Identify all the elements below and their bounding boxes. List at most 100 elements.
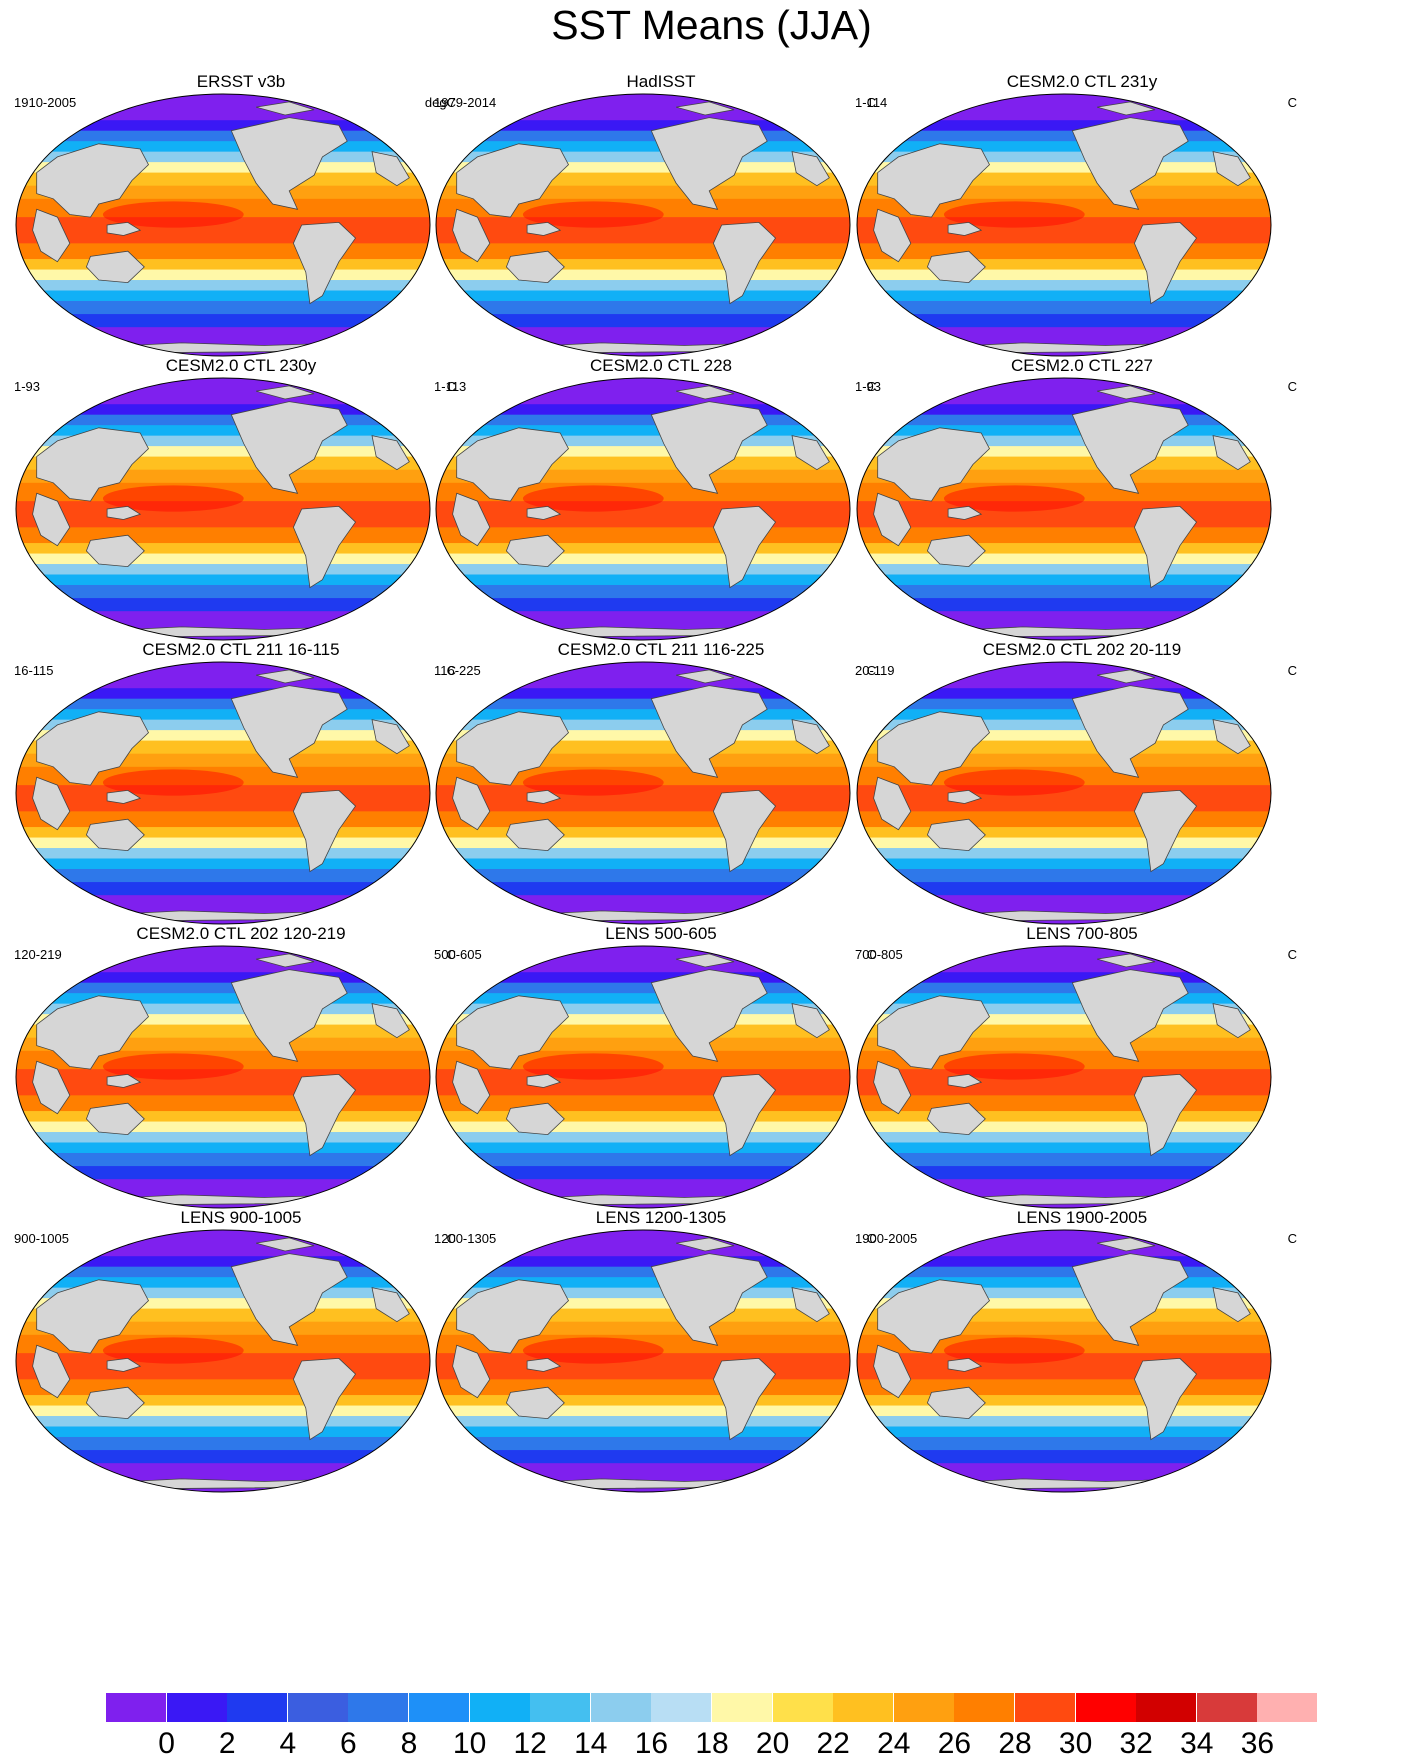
sst-band xyxy=(436,946,850,973)
map-panel: CESM2.0 CTL 211 116-225 116-225 C xyxy=(426,640,896,940)
sst-band xyxy=(16,482,430,502)
land-mass xyxy=(650,401,768,494)
sst-band xyxy=(436,827,850,839)
sst-band xyxy=(857,1277,1271,1289)
sst-band xyxy=(857,435,1271,447)
sst-band xyxy=(857,1050,1271,1070)
map-outline xyxy=(15,93,431,357)
colorbar-tick-label: 14 xyxy=(574,1727,608,1760)
sst-map xyxy=(435,93,851,357)
sst-band xyxy=(16,698,430,710)
colorbar-tick-label: 6 xyxy=(340,1727,357,1760)
sst-band xyxy=(436,404,850,416)
map-clip-group xyxy=(16,378,430,640)
sst-band xyxy=(16,1450,430,1464)
sst-band xyxy=(857,982,1271,994)
sst-band xyxy=(16,972,430,984)
sst-band xyxy=(16,1014,430,1026)
warm-pool xyxy=(522,1337,664,1364)
sst-band xyxy=(16,553,430,565)
sst-band xyxy=(857,1405,1271,1417)
map-outline xyxy=(15,945,431,1209)
sst-band xyxy=(436,243,850,260)
sst-band xyxy=(857,1152,1271,1167)
sst-band xyxy=(436,1014,850,1026)
panel-title: LENS 900-1005 xyxy=(180,1208,302,1227)
sst-band xyxy=(436,217,850,244)
sst-band xyxy=(436,527,850,544)
land-mass xyxy=(292,1357,357,1441)
sst-band xyxy=(857,688,1271,700)
land-mass xyxy=(791,1003,830,1039)
colorbar-box xyxy=(772,1693,834,1722)
sst-band xyxy=(857,848,1271,860)
land-mass xyxy=(918,1478,1210,1490)
land-mass xyxy=(675,1237,735,1252)
sst-band xyxy=(16,314,430,328)
sst-band xyxy=(857,1450,1271,1464)
land-mass xyxy=(873,1344,912,1399)
land-mass xyxy=(1071,117,1189,210)
land-mass xyxy=(1096,1237,1156,1252)
sst-band xyxy=(436,1095,850,1112)
panel-title: LENS 1200-1305 xyxy=(595,1208,727,1227)
land-mass xyxy=(791,1287,830,1323)
sst-band xyxy=(16,300,430,315)
sst-band xyxy=(16,868,430,883)
panel-years: 1200-1305 xyxy=(434,1231,497,1246)
land-mass xyxy=(873,1060,912,1115)
sst-band xyxy=(857,574,1271,586)
land-mass xyxy=(497,1478,789,1490)
sst-band xyxy=(16,858,430,870)
map-panel: LENS 500-605 500-605 C xyxy=(426,924,896,1224)
land-mass xyxy=(452,1344,491,1399)
map-outline xyxy=(15,1229,431,1493)
sst-band xyxy=(16,598,430,612)
sst-band xyxy=(436,1152,850,1167)
sst-band xyxy=(436,300,850,315)
colorbar-tick-label: 8 xyxy=(400,1727,418,1760)
land-mass xyxy=(675,669,735,684)
sst-band xyxy=(16,1416,430,1428)
sst-band xyxy=(436,1132,850,1144)
land-mass xyxy=(371,1003,410,1039)
land-mass xyxy=(32,208,71,263)
sst-band xyxy=(857,1353,1271,1380)
sst-band xyxy=(857,94,1271,121)
sst-band xyxy=(16,435,430,447)
land-mass xyxy=(505,818,565,852)
sst-band xyxy=(16,993,430,1005)
sst-band xyxy=(16,1379,430,1396)
sst-band xyxy=(857,243,1271,260)
sst-band xyxy=(857,141,1271,153)
sst-band xyxy=(436,662,850,689)
land-mass xyxy=(947,789,983,804)
sst-band xyxy=(857,785,1271,812)
panel-units: C xyxy=(866,95,876,110)
sst-band xyxy=(436,837,850,849)
sst-band xyxy=(16,446,430,458)
panel-title: HadISST xyxy=(626,72,696,91)
map-outline xyxy=(856,661,1272,925)
warm-pool xyxy=(943,769,1085,796)
land-mass xyxy=(85,1102,145,1136)
panel-title: CESM2.0 CTL 231y xyxy=(1006,72,1158,91)
land-mass xyxy=(77,1194,369,1206)
sst-band xyxy=(436,1287,850,1299)
panel-years: 16-115 xyxy=(14,663,54,678)
colorbar-box xyxy=(1257,1693,1319,1722)
warm-pool xyxy=(522,201,664,228)
land-mass xyxy=(255,953,315,968)
sst-map xyxy=(856,377,1272,641)
sst-band xyxy=(16,574,430,586)
colorbar-tick-label: 2 xyxy=(218,1727,236,1760)
panel-units: C xyxy=(866,947,876,962)
sst-band xyxy=(857,882,1271,896)
land-mass xyxy=(255,669,315,684)
colorbar-box xyxy=(833,1693,895,1722)
panel-title: CESM2.0 CTL 202 20-119 xyxy=(982,640,1182,659)
sst-band xyxy=(857,1256,1271,1268)
land-mass xyxy=(1096,669,1156,684)
land-mass xyxy=(497,1194,789,1206)
sst-band xyxy=(857,527,1271,544)
